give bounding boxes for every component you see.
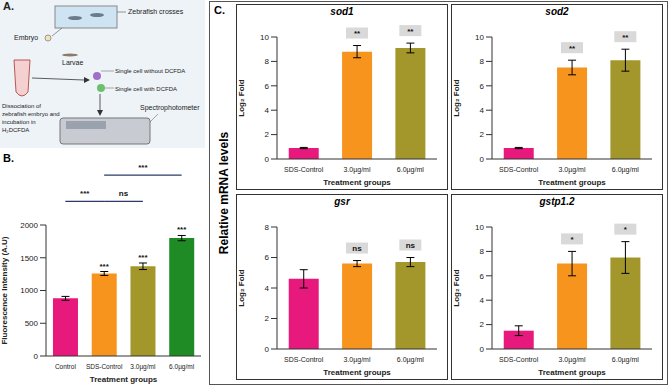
- svg-text:Fluorescence Intensity (A.U): Fluorescence Intensity (A.U): [0, 236, 9, 344]
- html-text:sod1: sod1: [330, 6, 354, 17]
- svg-text:Treatment groups: Treatment groups: [90, 375, 158, 384]
- svg-text:**: **: [569, 44, 576, 53]
- html-text:Dissociation of zebrafish embr: Dissociation of zebrafish embryo and inc…: [2, 103, 60, 133]
- svg-text:0: 0: [480, 345, 485, 354]
- html-text:Single cell without DCFDA: Single cell without DCFDA: [115, 68, 186, 74]
- svg-text:SDS-Control: SDS-Control: [284, 166, 324, 173]
- svg-text:500: 500: [25, 319, 39, 328]
- svg-text:SDS-Control: SDS-Control: [284, 356, 324, 363]
- html-text:Single cell with DCFDA: Single cell with DCFDA: [115, 86, 177, 92]
- svg-text:10: 10: [260, 33, 269, 42]
- html-text:Relative mRNA levels: Relative mRNA levels: [217, 131, 231, 255]
- html-text:gstp1.2: gstp1.2: [539, 196, 575, 207]
- svg-text:4: 4: [480, 296, 485, 305]
- svg-text:Log₂ Fold: Log₂ Fold: [237, 79, 246, 116]
- svg-text:Treatment groups: Treatment groups: [538, 368, 606, 377]
- svg-text:*: *: [570, 235, 574, 244]
- svg-text:6: 6: [265, 82, 270, 91]
- svg-text:10: 10: [475, 223, 484, 232]
- svg-text:1000: 1000: [20, 286, 38, 295]
- html-text:sod2: sod2: [545, 6, 569, 17]
- svg-text:ns: ns: [352, 244, 362, 253]
- svg-text:6.0µg/ml: 6.0µg/ml: [397, 356, 424, 364]
- svg-text:3.0µg/ml: 3.0µg/ml: [130, 363, 156, 371]
- svg-text:**: **: [622, 33, 629, 42]
- svg-text:**: **: [407, 27, 414, 36]
- svg-text:2: 2: [480, 320, 485, 329]
- svg-text:6: 6: [480, 272, 485, 281]
- html-text:Embryo: Embryo: [14, 34, 39, 41]
- svg-text:8: 8: [265, 57, 270, 66]
- svg-text:6: 6: [265, 253, 270, 262]
- svg-text:0: 0: [265, 155, 270, 164]
- svg-text:Log₂ Fold: Log₂ Fold: [452, 79, 461, 116]
- html-text:A.: A.: [3, 0, 14, 12]
- html-text:B.: B.: [3, 152, 14, 164]
- svg-text:SDS-Control: SDS-Control: [86, 363, 123, 370]
- svg-text:6: 6: [480, 82, 485, 91]
- svg-text:8: 8: [480, 247, 485, 256]
- svg-text:2: 2: [265, 314, 270, 323]
- svg-text:Log₂ Fold: Log₂ Fold: [237, 269, 246, 306]
- svg-text:6.0µg/ml: 6.0µg/ml: [397, 166, 424, 174]
- svg-text:Treatment groups: Treatment groups: [323, 178, 391, 187]
- svg-text:6.0µg/ml: 6.0µg/ml: [612, 166, 639, 174]
- svg-text:Treatment groups: Treatment groups: [323, 368, 391, 377]
- html-text:Zebrafish crosses: Zebrafish crosses: [128, 8, 184, 15]
- svg-text:***: ***: [177, 225, 187, 234]
- svg-text:***: ***: [138, 253, 148, 262]
- html-text:Spectrophotometer: Spectrophotometer: [140, 104, 200, 111]
- svg-text:2: 2: [265, 130, 270, 139]
- html-text:Larvae: Larvae: [62, 59, 84, 66]
- svg-text:0: 0: [34, 352, 39, 361]
- svg-text:ns: ns: [119, 189, 129, 198]
- svg-text:2: 2: [480, 130, 485, 139]
- svg-text:3.0µg/ml: 3.0µg/ml: [559, 166, 586, 174]
- svg-text:**: **: [354, 29, 361, 38]
- svg-text:8: 8: [265, 223, 270, 232]
- svg-text:0: 0: [265, 345, 270, 354]
- svg-text:Treatment groups: Treatment groups: [538, 178, 606, 187]
- svg-text:ns: ns: [406, 241, 416, 250]
- svg-text:***: ***: [138, 163, 148, 172]
- svg-text:Log₂ Fold: Log₂ Fold: [452, 269, 461, 306]
- svg-text:*: *: [624, 225, 628, 234]
- svg-text:2000: 2000: [20, 221, 38, 230]
- svg-text:***: ***: [80, 189, 90, 198]
- svg-text:3.0µg/ml: 3.0µg/ml: [344, 356, 371, 364]
- svg-text:Control: Control: [55, 363, 77, 370]
- html-text:C.: C.: [214, 4, 225, 16]
- svg-text:4: 4: [480, 106, 485, 115]
- svg-text:0: 0: [480, 155, 485, 164]
- html-text:gsr: gsr: [334, 196, 350, 207]
- svg-text:SDS-Control: SDS-Control: [499, 166, 539, 173]
- svg-text:8: 8: [480, 57, 485, 66]
- svg-text:1500: 1500: [20, 254, 38, 263]
- svg-text:4: 4: [265, 284, 270, 293]
- svg-text:3.0µg/ml: 3.0µg/ml: [344, 166, 371, 174]
- svg-text:6.0µg/ml: 6.0µg/ml: [169, 363, 195, 371]
- svg-text:3.0µg/ml: 3.0µg/ml: [559, 356, 586, 364]
- svg-text:***: ***: [99, 262, 109, 271]
- svg-text:10: 10: [475, 33, 484, 42]
- svg-text:SDS-Control: SDS-Control: [499, 356, 539, 363]
- svg-text:4: 4: [265, 106, 270, 115]
- svg-text:6.0µg/ml: 6.0µg/ml: [612, 356, 639, 364]
